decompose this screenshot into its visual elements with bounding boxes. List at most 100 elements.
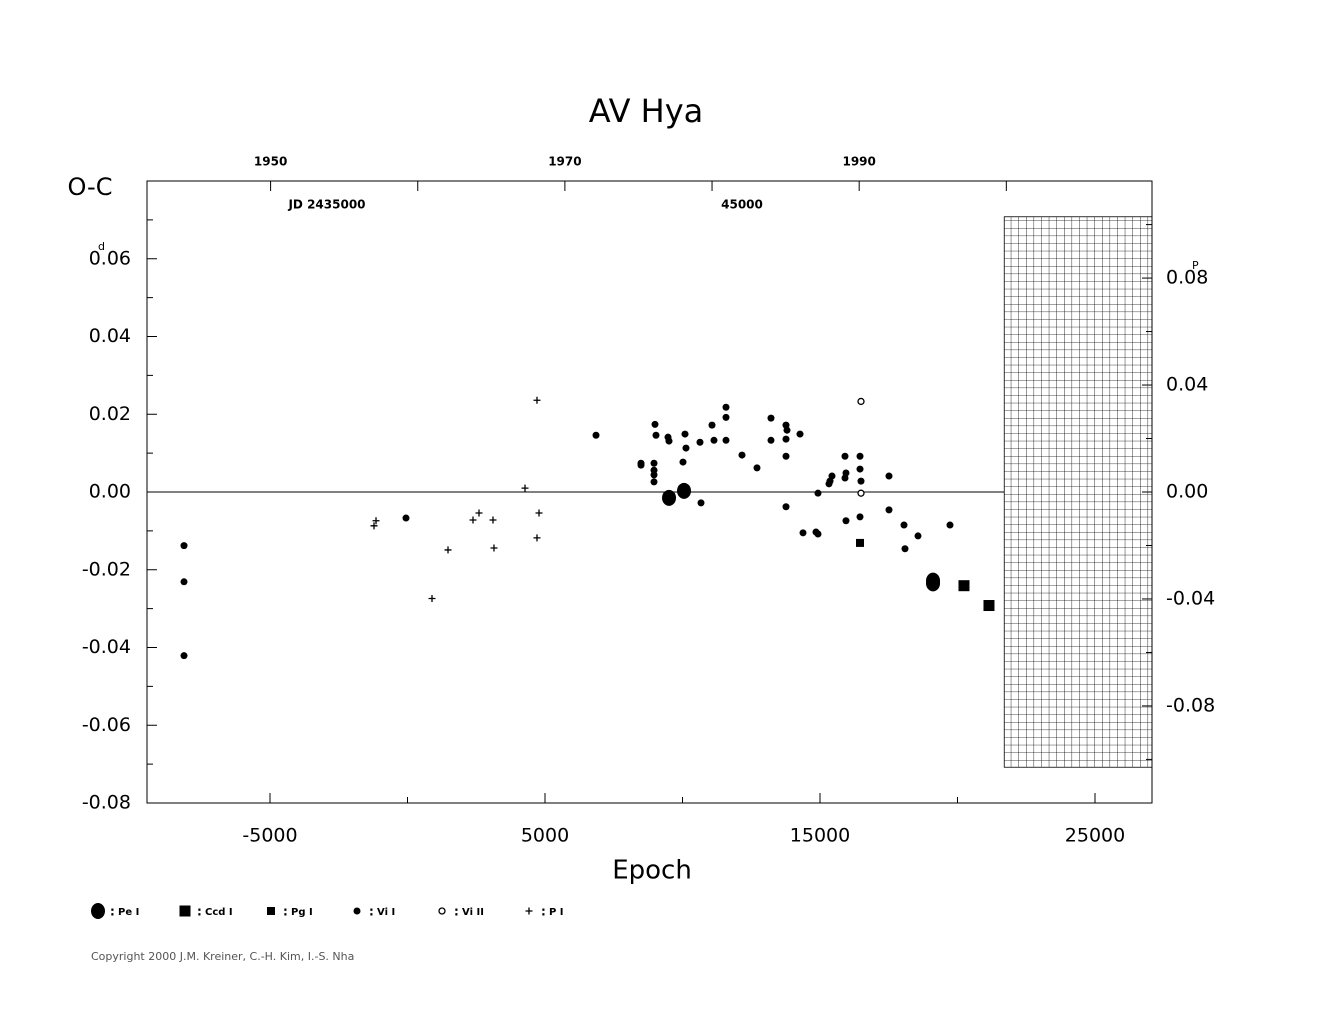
- point: [592, 431, 600, 439]
- point: [828, 472, 836, 480]
- point: [782, 452, 790, 460]
- legend-colon: :: [541, 905, 546, 919]
- point: [180, 542, 188, 550]
- y-tick-label: 0.00: [89, 481, 131, 503]
- x-tick-label: -5000: [242, 825, 297, 847]
- point: [926, 575, 941, 592]
- point: [681, 430, 689, 438]
- point: [767, 414, 775, 422]
- point: [650, 459, 658, 467]
- point: [946, 521, 954, 529]
- y2-unit: P: [1192, 259, 1199, 272]
- legend-marker: [353, 907, 361, 915]
- point: [665, 437, 673, 445]
- point: [180, 652, 188, 660]
- x2-tick-label: 1970: [548, 155, 581, 169]
- point: [652, 431, 660, 439]
- y2-tick-label: -0.08: [1166, 694, 1215, 716]
- annotation: 45000: [721, 198, 763, 212]
- point: [710, 436, 718, 444]
- point: [856, 513, 864, 521]
- legend-label: P I: [549, 907, 564, 918]
- y2-tick-label: 0.04: [1166, 374, 1208, 396]
- point: [796, 430, 804, 438]
- x2-tick-label: 1990: [842, 155, 875, 169]
- point: [814, 530, 822, 538]
- point: [662, 489, 677, 506]
- point: [650, 478, 658, 486]
- point: [885, 506, 893, 514]
- point: [900, 521, 908, 529]
- point: [814, 489, 822, 497]
- point: [738, 451, 746, 459]
- point: [782, 503, 790, 511]
- point: [856, 538, 865, 547]
- point: [650, 471, 658, 479]
- point: [370, 522, 378, 530]
- point: [782, 435, 790, 443]
- legend-marker: [438, 907, 446, 915]
- y-tick-label: -0.08: [82, 792, 131, 814]
- point: [857, 397, 865, 406]
- legend-marker: [267, 907, 275, 915]
- y2-tick-label: 0.00: [1166, 481, 1208, 503]
- point: [696, 438, 704, 446]
- point: [489, 516, 497, 524]
- y2-tick-label: 0.08: [1166, 267, 1208, 289]
- chart-title: AV Hya: [589, 92, 704, 130]
- point: [372, 517, 380, 525]
- point: [533, 396, 541, 404]
- point: [857, 477, 865, 485]
- x2-tick-label: 1950: [254, 155, 287, 169]
- point: [914, 532, 922, 540]
- point: [402, 514, 410, 522]
- legend-marker: [91, 903, 105, 919]
- legend-colon: :: [454, 905, 459, 919]
- legend-colon: :: [197, 905, 202, 919]
- point: [783, 426, 791, 434]
- y-tick-label: -0.06: [82, 714, 131, 736]
- x-tick-label: 5000: [521, 825, 569, 847]
- point: [679, 458, 687, 466]
- point: [490, 544, 498, 552]
- x-tick-label: 25000: [1065, 825, 1125, 847]
- y2-tick-label: -0.04: [1166, 587, 1215, 609]
- point: [708, 421, 716, 429]
- point: [841, 452, 849, 460]
- point: [428, 595, 436, 603]
- copyright: Copyright 2000 J.M. Kreiner, C.-H. Kim, …: [91, 950, 354, 963]
- point: [722, 413, 730, 421]
- legend-colon: :: [369, 905, 374, 919]
- y-tick-label: -0.04: [82, 636, 131, 658]
- point: [885, 472, 893, 480]
- point: [901, 545, 909, 553]
- point: [637, 461, 645, 469]
- legend-colon: :: [283, 905, 288, 919]
- legend-label: Vi II: [462, 907, 484, 918]
- point: [722, 403, 730, 411]
- point: [469, 516, 477, 524]
- point: [958, 580, 970, 592]
- y-axis-label: O-C: [68, 173, 113, 201]
- point: [857, 489, 865, 497]
- x-axis-label: Epoch: [612, 856, 692, 886]
- annotation: JD 2435000: [287, 198, 365, 212]
- legend-marker: [525, 907, 533, 915]
- point: [444, 546, 452, 554]
- legend-marker: [179, 905, 191, 917]
- point: [799, 529, 807, 537]
- y-tick-label: 0.02: [89, 403, 131, 425]
- point: [722, 436, 730, 444]
- point: [842, 517, 850, 525]
- point: [856, 465, 864, 473]
- point: [180, 578, 188, 586]
- point: [842, 469, 850, 477]
- point: [697, 499, 705, 507]
- point: [682, 444, 690, 452]
- legend-label: Pe I: [118, 907, 139, 918]
- legend-label: Pg I: [291, 907, 313, 918]
- x-tick-label: 15000: [790, 825, 850, 847]
- point: [535, 509, 543, 517]
- legend-colon: :: [110, 905, 115, 919]
